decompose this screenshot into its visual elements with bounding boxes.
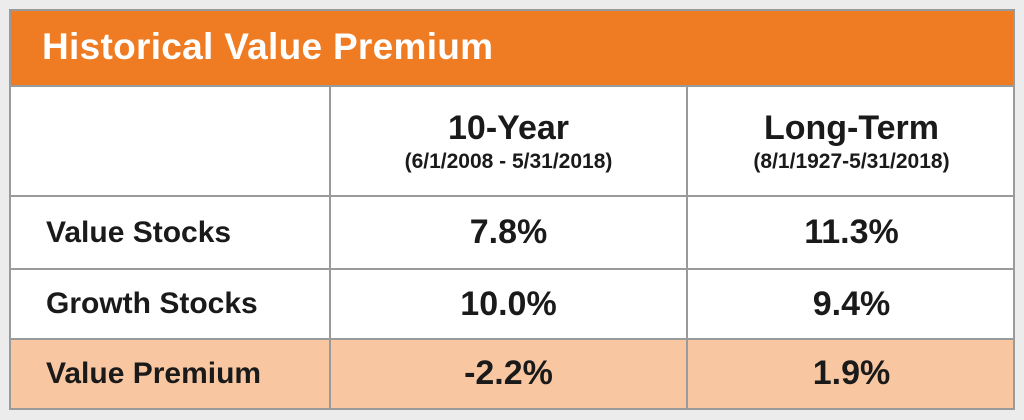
- value-cell: 10.0%: [331, 269, 686, 339]
- row-label-cell: Value Premium: [11, 339, 329, 408]
- row-label-cell: Growth Stocks: [11, 269, 329, 339]
- row-divider: [11, 195, 1013, 197]
- value-cell: 11.3%: [688, 196, 1015, 269]
- row-label: Value Premium: [46, 356, 262, 390]
- data-table: 10-Year (6/1/2008 - 5/31/2018) Long-Term…: [11, 87, 1013, 408]
- cell-value: 11.3%: [804, 213, 899, 251]
- table-title: Historical Value Premium: [42, 26, 494, 67]
- cell-value: 9.4%: [812, 284, 891, 323]
- table-row-value-stocks: Value Stocks 7.8% 11.3%: [11, 196, 1013, 269]
- column-divider: [329, 87, 331, 408]
- column-heading: 10-Year: [448, 108, 569, 147]
- cell-value: 10.0%: [460, 284, 557, 323]
- table-row-growth-stocks: Growth Stocks 10.0% 9.4%: [11, 269, 1013, 339]
- row-divider: [11, 268, 1013, 270]
- header-empty-cell: [11, 87, 329, 196]
- value-cell: 1.9%: [688, 339, 1015, 408]
- column-period: (6/1/2008 - 5/31/2018): [404, 149, 613, 173]
- column-header-long-term: Long-Term (8/1/1927-5/31/2018): [688, 87, 1015, 196]
- table-row-value-premium: Value Premium -2.2% 1.9%: [11, 339, 1013, 408]
- cell-value: -2.2%: [464, 354, 553, 392]
- cell-value: 1.9%: [812, 354, 891, 392]
- column-period: (8/1/1927-5/31/2018): [753, 149, 950, 173]
- column-divider: [686, 87, 688, 408]
- table-frame: Historical Value Premium 10-Year (6/1/20…: [9, 9, 1015, 410]
- row-label-cell: Value Stocks: [11, 196, 329, 269]
- value-cell: -2.2%: [331, 339, 686, 408]
- table-header-row: 10-Year (6/1/2008 - 5/31/2018) Long-Term…: [11, 87, 1013, 196]
- row-label: Growth Stocks: [46, 287, 258, 320]
- row-divider: [11, 338, 1013, 340]
- column-header-10-year: 10-Year (6/1/2008 - 5/31/2018): [331, 87, 686, 196]
- title-bar: Historical Value Premium: [11, 11, 1013, 87]
- cell-value: 7.8%: [469, 213, 548, 251]
- value-cell: 9.4%: [688, 269, 1015, 339]
- row-label: Value Stocks: [46, 215, 232, 249]
- value-cell: 7.8%: [331, 196, 686, 269]
- column-heading: Long-Term: [763, 108, 939, 147]
